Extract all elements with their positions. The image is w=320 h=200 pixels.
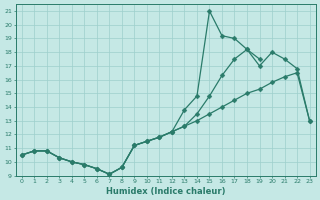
X-axis label: Humidex (Indice chaleur): Humidex (Indice chaleur) <box>106 187 225 196</box>
